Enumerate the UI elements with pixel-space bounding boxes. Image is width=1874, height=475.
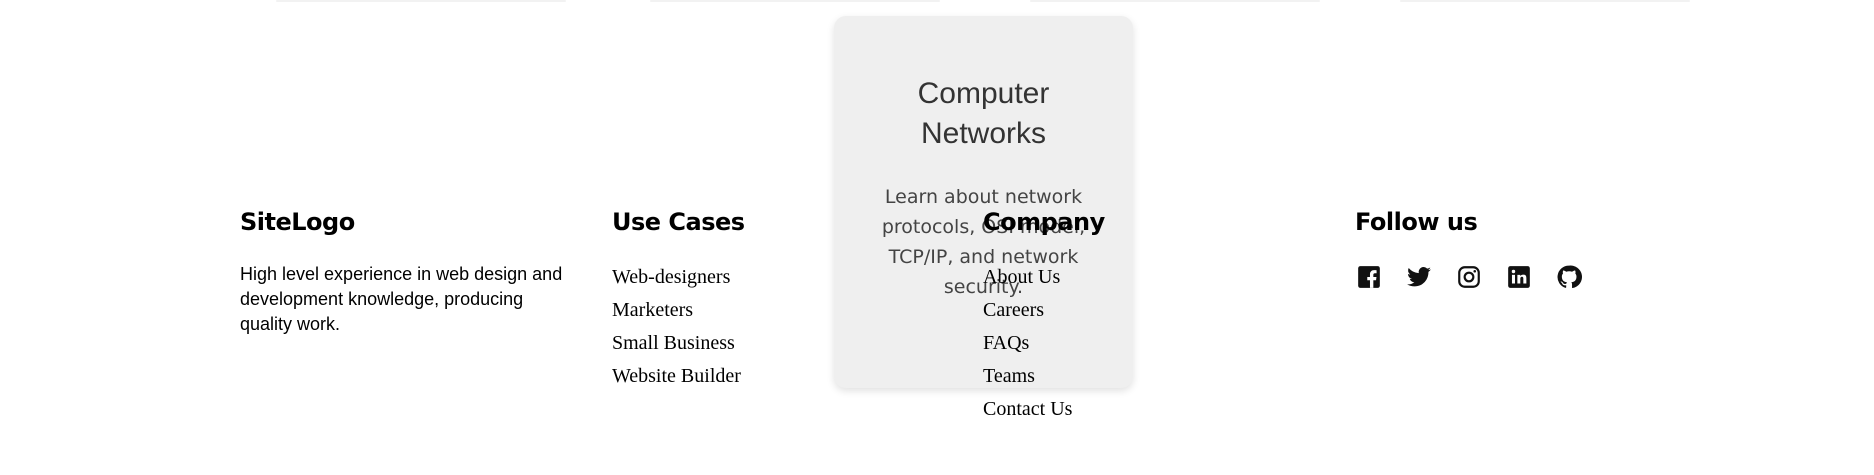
linkedin-icon[interactable] — [1506, 264, 1532, 290]
column-heading: Follow us — [1355, 208, 1478, 236]
footer-link[interactable]: Web-designers — [612, 266, 731, 288]
card-title: Computer Networks — [917, 77, 1050, 150]
site-logo[interactable]: SiteLogo — [240, 208, 355, 236]
footer-link[interactable]: Small Business — [612, 332, 735, 354]
footer-link[interactable]: Website Builder — [612, 365, 741, 387]
divider — [650, 0, 940, 2]
divider — [276, 0, 566, 2]
link-list: About Us Careers FAQs Teams Contact Us — [983, 261, 1072, 426]
footer-link[interactable]: About Us — [983, 266, 1061, 288]
card-text: Learn about network protocols, OSI model… — [881, 186, 1086, 298]
link-list: Web-designers Marketers Small Business W… — [612, 261, 741, 393]
divider — [1400, 0, 1690, 2]
course-card[interactable]: Computer Networks Learn about network pr… — [834, 16, 1133, 388]
footer-link[interactable]: Teams — [983, 365, 1035, 387]
github-icon[interactable] — [1556, 264, 1582, 290]
twitter-icon[interactable] — [1406, 264, 1432, 290]
divider — [1030, 0, 1320, 2]
instagram-icon[interactable] — [1456, 264, 1482, 290]
footer-link[interactable]: Careers — [983, 299, 1045, 321]
social-icons — [1356, 264, 1582, 290]
description: High level experience in web design and … — [240, 264, 563, 334]
column-heading: Company — [983, 208, 1105, 236]
footer-link[interactable]: FAQs — [983, 332, 1030, 354]
footer-link[interactable]: Contact Us — [983, 398, 1073, 420]
facebook-icon[interactable] — [1356, 264, 1382, 290]
column-heading: Use Cases — [612, 208, 745, 236]
footer-link[interactable]: Marketers — [612, 299, 694, 321]
